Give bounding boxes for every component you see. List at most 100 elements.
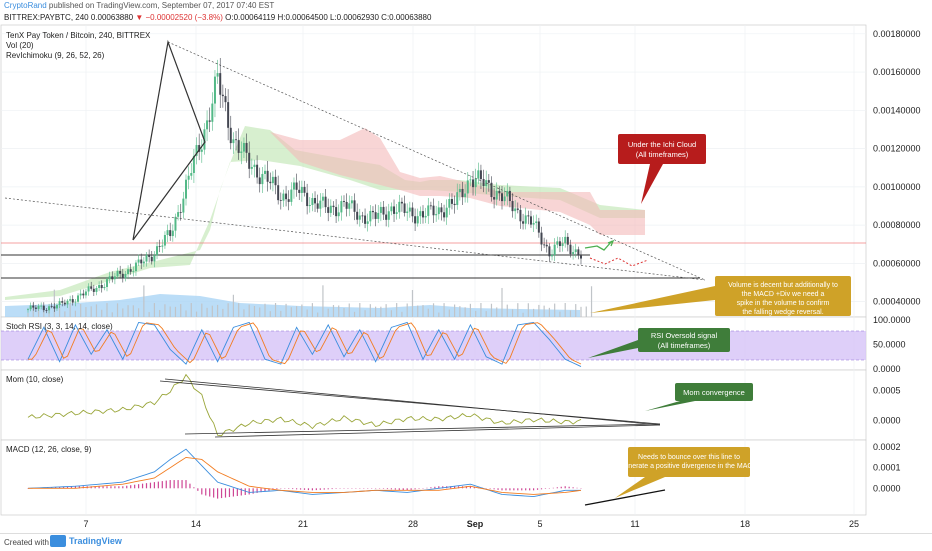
- macd-hist-bar: [434, 487, 435, 489]
- candle-body: [277, 185, 279, 200]
- candle-body: [517, 208, 519, 209]
- candle-body: [64, 303, 66, 305]
- volume-bar: [296, 306, 297, 317]
- macd-hist-bar: [513, 488, 514, 490]
- macd-hist-bar: [296, 488, 297, 489]
- volume-bar: [170, 306, 171, 317]
- candle-body: [285, 194, 287, 200]
- candle-body: [559, 241, 561, 246]
- macd-hist-bar: [201, 488, 202, 494]
- mom-note: Mom convergence: [683, 388, 745, 397]
- volume-bar: [159, 310, 160, 317]
- candle-body: [306, 193, 308, 206]
- username[interactable]: CryptoRand: [4, 1, 47, 10]
- candle-body: [425, 216, 427, 217]
- candle-body: [325, 197, 327, 207]
- macd-hist-bar: [150, 483, 151, 489]
- time-tick: 25: [849, 519, 859, 529]
- macd-hist-bar: [122, 486, 123, 488]
- macd-legend[interactable]: MACD (12, 26, close, 9): [6, 445, 91, 454]
- candle-body: [580, 256, 582, 259]
- candle-body: [117, 271, 119, 276]
- publish-text: published on TradingView.com, September …: [49, 1, 274, 10]
- candle-body: [512, 201, 514, 211]
- candle-body: [506, 191, 508, 197]
- volume-bar: [396, 303, 397, 317]
- candle-body: [88, 286, 90, 291]
- candle-body: [56, 305, 58, 308]
- stoch-tick: 0.0000: [873, 364, 901, 374]
- macd-hist-bar: [395, 488, 396, 489]
- time-tick: 21: [298, 519, 308, 529]
- macd-hist-bar: [174, 480, 175, 488]
- candle-body: [167, 230, 169, 235]
- candle-body: [190, 173, 192, 176]
- candle-body: [182, 199, 184, 213]
- candle-body: [111, 276, 113, 279]
- candle-body: [172, 231, 174, 236]
- candle-body: [219, 73, 221, 95]
- stoch-band: [1, 331, 866, 360]
- candle-body: [369, 211, 371, 221]
- annotation-ichi-cloud[interactable]: [618, 134, 706, 164]
- candle-body: [267, 171, 269, 182]
- volume-bar: [586, 307, 587, 317]
- macd-hist-bar: [490, 488, 491, 489]
- macd-hist-bar: [316, 488, 317, 490]
- candle-body: [304, 187, 306, 193]
- macd-hist-bar: [288, 488, 289, 489]
- macd-hist-bar: [529, 488, 530, 490]
- candle-body: [377, 213, 379, 219]
- tradingview-logo[interactable]: TradingView: [50, 535, 122, 547]
- volume-bar: [512, 309, 513, 317]
- volume-bar: [559, 312, 560, 317]
- macd-tick: 0.0001: [873, 463, 901, 473]
- ichimoku-legend[interactable]: RevIchimoku (9, 26, 52, 26): [6, 51, 104, 60]
- chart-title: TenX Pay Token / Bitcoin, 240, BITTREX: [6, 31, 150, 40]
- trading-chart[interactable]: Under the Ichi Cloud (All timeframes) Vo…: [0, 0, 932, 533]
- price-tick: 0.00180000: [873, 29, 921, 39]
- candle-body: [456, 192, 458, 205]
- macd-hist-bar: [533, 488, 534, 490]
- candle-body: [264, 171, 266, 174]
- volume-bar: [465, 307, 466, 317]
- candle-body: [32, 306, 34, 308]
- candle-body: [527, 215, 529, 216]
- volume-bar: [307, 310, 308, 317]
- volume-bar: [380, 307, 381, 317]
- candle-body: [222, 95, 224, 96]
- candle-body: [288, 199, 290, 202]
- volume-bar: [149, 312, 150, 317]
- vol-legend[interactable]: Vol (20): [6, 41, 34, 50]
- candle-body: [351, 200, 353, 203]
- candle-body: [114, 276, 116, 279]
- mom-legend[interactable]: Mom (10, close): [6, 375, 63, 384]
- candle-body: [380, 207, 382, 213]
- candle-body: [174, 217, 176, 231]
- time-tick: 14: [191, 519, 201, 529]
- candle-body: [69, 299, 71, 301]
- annotation-macd[interactable]: [628, 447, 750, 477]
- volume-bar: [417, 305, 418, 317]
- candle-body: [322, 197, 324, 201]
- macd-hist-bar: [541, 488, 542, 489]
- candle-body: [469, 179, 471, 180]
- stoch-legend[interactable]: Stoch RSI (3, 3, 14, 14, close): [6, 322, 113, 331]
- time-tick: 7: [83, 519, 88, 529]
- candle-body: [335, 207, 337, 216]
- candle-body: [548, 246, 550, 256]
- price-change: ▼ −0.00002520 (−3.8%): [135, 13, 223, 22]
- volume-bar: [322, 285, 323, 317]
- candle-body: [569, 245, 571, 254]
- price-tick: 0.00080000: [873, 220, 921, 230]
- candle-body: [419, 211, 421, 216]
- vol-note-line1: Volume is decent but additionally to: [728, 282, 838, 289]
- volume-bar: [64, 311, 65, 317]
- candle-body: [225, 96, 227, 102]
- macd-hist-bar: [178, 480, 179, 488]
- macd-hist-bar: [253, 488, 254, 493]
- volume-bar: [185, 310, 186, 317]
- candle-body: [217, 73, 219, 76]
- candle-body: [164, 235, 166, 246]
- candle-body: [82, 294, 84, 296]
